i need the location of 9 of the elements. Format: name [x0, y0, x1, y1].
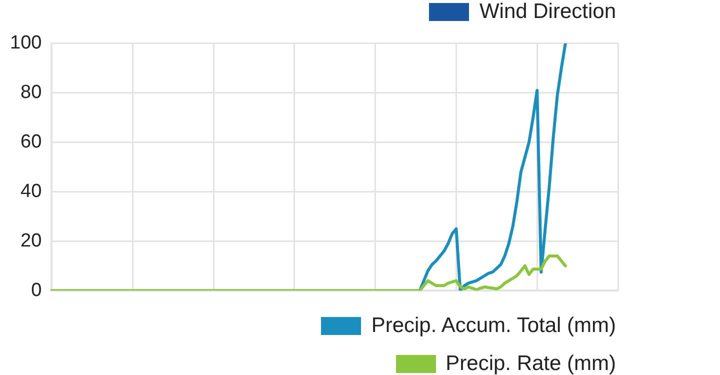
legend-label: Precip. Rate (mm) [446, 352, 616, 375]
y-tick-label: 20 [20, 230, 42, 252]
y-tick-label: 0 [31, 280, 42, 301]
y-tick-label: 60 [20, 132, 42, 153]
y-tick-label: 100 [10, 32, 42, 54]
y-tick-label: 40 [20, 180, 42, 202]
legend-label: Precip. Accum. Total (mm) [371, 314, 616, 338]
y-tick-label: 80 [20, 82, 42, 104]
legend-label: Wind Direction [479, 0, 616, 24]
